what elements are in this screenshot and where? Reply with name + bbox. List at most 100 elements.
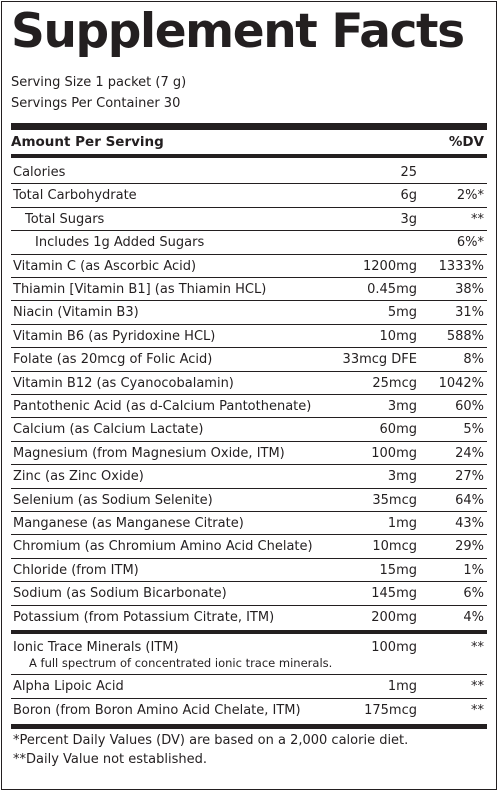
nutrient-dv: 6%* xyxy=(456,235,484,251)
nutrient-amount: 25mcg xyxy=(372,375,417,391)
row-divider xyxy=(11,347,487,349)
nutrient-dv: ** xyxy=(471,640,484,655)
nutrient-amount: 3mg xyxy=(387,399,417,414)
nutrient-row: Includes 1g Added Sugars 6%* xyxy=(11,231,487,254)
nutrient-name: Selenium (as Sodium Selenite) xyxy=(13,492,213,508)
nutrient-amount: 100mg xyxy=(371,445,417,461)
row-divider xyxy=(11,674,487,676)
footnote: *Percent Daily Values (DV) are based on … xyxy=(13,733,409,749)
nutrient-name: Total Sugars xyxy=(25,211,105,227)
serving-size: Serving Size 1 packet (7 g) xyxy=(11,75,187,90)
nutrient-amount: 60mg xyxy=(379,422,417,438)
nutrient-amount: 200mg xyxy=(371,609,417,625)
row-divider xyxy=(11,230,487,232)
nutrient-row: Vitamin B12 (as Cyanocobalamin) 25mcg 1042… xyxy=(11,372,487,395)
column-header: Amount Per Serving %DV xyxy=(11,131,487,153)
row-divider xyxy=(11,534,487,536)
medium-divider xyxy=(11,154,487,158)
nutrient-name: Pantothenic Acid (as d-Calcium Pantothen… xyxy=(13,399,312,414)
nutrient-row: Thiamin [Vitamin B1] (as Thiamin HCL) 0.4… xyxy=(11,278,487,301)
nutrient-dv: ** xyxy=(471,679,484,695)
nutrient-row: Vitamin C (as Ascorbic Acid) 1200mg 1333% xyxy=(11,255,487,278)
nutrient-row: Chloride (from ITM) 15mg 1% xyxy=(11,559,487,582)
row-divider xyxy=(11,277,487,278)
nutrient-dv: 24% xyxy=(455,445,484,461)
row-divider xyxy=(11,487,487,489)
nutrient-name: Vitamin C (as Ascorbic Acid) xyxy=(13,258,197,274)
dv-header-label: %DV xyxy=(448,134,484,150)
row-divider xyxy=(11,557,487,559)
row-divider xyxy=(11,206,487,208)
nutrient-name: Chromium (as Chromium Amino Acid Chelate… xyxy=(13,539,313,555)
nutrient-dv: 43% xyxy=(455,516,484,531)
other-ingredient-row: Ionic Trace Minerals (ITM) 100mg ** xyxy=(11,636,487,659)
nutrient-amount: 3g xyxy=(400,211,417,227)
row-divider xyxy=(11,440,487,442)
nutrient-row: Niacin (Vitamin B3) 5mg 31% xyxy=(11,301,487,324)
nutrient-name: Zinc (as Zinc Oxide) xyxy=(13,469,144,485)
nutrient-amount: 6g xyxy=(400,188,417,204)
nutrient-dv: 1042% xyxy=(438,375,484,391)
row-divider xyxy=(11,183,487,185)
nutrient-amount: 25 xyxy=(400,165,417,180)
row-divider xyxy=(11,464,487,466)
row-divider xyxy=(11,511,487,512)
nutrient-amount: 0.45mg xyxy=(367,282,417,297)
row-divider xyxy=(11,581,487,583)
nutrient-row: Total Sugars 3g ** xyxy=(11,208,487,231)
nutrient-dv: 60% xyxy=(455,399,484,414)
nutrient-row: Magnesium (from Magnesium Oxide, ITM) 100… xyxy=(11,442,487,465)
nutrient-row: Pantothenic Acid (as d-Calcium Pantothen… xyxy=(11,395,487,418)
nutrient-amount: 1mg xyxy=(387,516,417,531)
nutrient-dv: 38% xyxy=(455,282,484,297)
nutrient-row: Potassium (from Potassium Citrate, ITM) 2… xyxy=(11,606,487,629)
servings-per-container: Servings Per Container 30 xyxy=(11,96,181,111)
nutrient-row: Vitamin B6 (as Pyridoxine HCL) 10mg 588% xyxy=(11,325,487,348)
other-ingredient-row: Boron (from Boron Amino Acid Chelate, IT… xyxy=(11,699,487,722)
nutrient-name: Boron (from Boron Amino Acid Chelate, IT… xyxy=(13,702,301,718)
nutrient-amount: 175mcg xyxy=(364,702,417,718)
nutrient-amount: 35mcg xyxy=(372,492,417,508)
nutrient-name: Vitamin B6 (as Pyridoxine HCL) xyxy=(13,328,216,344)
panel-title: Supplement Facts xyxy=(11,4,465,59)
other-ingredient-row: Alpha Lipoic Acid 1mg ** xyxy=(11,675,487,698)
nutrient-amount: 10mg xyxy=(379,328,417,344)
row-divider xyxy=(11,417,487,419)
row-divider xyxy=(11,300,487,302)
nutrient-name: Calcium (as Calcium Lactate) xyxy=(13,422,204,438)
nutrient-row: Total Carbohydrate 6g 2%* xyxy=(11,184,487,207)
nutrient-amount: 1200mg xyxy=(363,258,417,274)
nutrient-name: Manganese (as Manganese Citrate) xyxy=(13,516,244,531)
nutrient-name: Folate (as 20mcg of Folic Acid) xyxy=(13,352,213,368)
nutrient-row: Folate (as 20mcg of Folic Acid) 33mcg DFE… xyxy=(11,348,487,371)
nutrient-row: Zinc (as Zinc Oxide) 3mg 27% xyxy=(11,465,487,488)
nutrient-dv: 27% xyxy=(455,469,484,485)
nutrient-dv: 1333% xyxy=(438,258,484,274)
nutrient-dv: 29% xyxy=(455,539,484,555)
nutrient-amount: 145mg xyxy=(371,586,417,602)
nutrient-dv: 2%* xyxy=(456,188,484,204)
thick-divider xyxy=(11,123,487,130)
nutrient-amount: 33mcg DFE xyxy=(342,352,417,368)
nutrient-amount: 10mcg xyxy=(372,539,417,555)
nutrient-amount: 5mg xyxy=(387,305,417,321)
nutrient-row: Calcium (as Calcium Lactate) 60mg 5% xyxy=(11,418,487,441)
nutrient-name: Magnesium (from Magnesium Oxide, ITM) xyxy=(13,445,285,461)
nutrient-dv: 64% xyxy=(455,492,484,508)
row-divider xyxy=(11,604,487,606)
nutrient-dv: 6% xyxy=(463,586,484,602)
amount-per-serving-label: Amount Per Serving xyxy=(11,134,164,150)
nutrient-name: Alpha Lipoic Acid xyxy=(13,679,124,695)
nutrient-amount: 15mg xyxy=(379,562,417,578)
nutrient-dv: 4% xyxy=(463,609,484,625)
nutrient-name: Ionic Trace Minerals (ITM) xyxy=(13,640,179,655)
nutrient-name: Sodium (as Sodium Bicarbonate) xyxy=(13,586,227,602)
nutrient-dv: 31% xyxy=(455,305,484,321)
medium-divider xyxy=(11,630,487,634)
nutrient-row: Sodium (as Sodium Bicarbonate) 145mg 6% xyxy=(11,582,487,605)
nutrient-name: Thiamin [Vitamin B1] (as Thiamin HCL) xyxy=(13,282,267,297)
nutrient-name: Calories xyxy=(13,165,66,180)
panel-content: Supplement Facts Serving Size 1 packet (… xyxy=(11,2,487,789)
nutrient-row: Calories 25 xyxy=(11,161,487,184)
